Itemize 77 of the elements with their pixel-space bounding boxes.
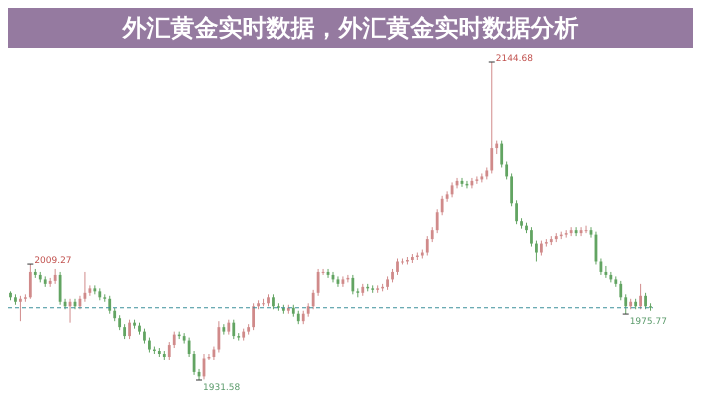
candlestick <box>396 258 399 276</box>
candlestick <box>148 337 151 354</box>
candlestick <box>436 208 439 234</box>
candlestick <box>515 200 518 225</box>
candlestick <box>629 298 632 310</box>
candlestick <box>342 276 344 288</box>
candlestick <box>222 324 226 336</box>
candlestick <box>619 280 622 301</box>
candlestick <box>202 354 206 380</box>
candlestick <box>530 226 533 248</box>
annotation: 2144.68 <box>496 54 534 64</box>
candlestick <box>386 276 389 290</box>
candlestick <box>456 177 458 189</box>
candlestick <box>446 190 449 202</box>
candlestick <box>600 258 602 276</box>
candlestick <box>227 319 230 336</box>
candlestick <box>64 298 66 310</box>
chart-title: 外汇黄金实时数据，外汇黄金实时数据分析 <box>8 8 693 48</box>
candlestick <box>168 342 171 360</box>
candlestick <box>590 226 592 238</box>
candlestick <box>74 298 76 310</box>
candlestick <box>485 166 488 180</box>
candlestick <box>192 350 196 376</box>
candlestick <box>172 331 176 349</box>
candlestick <box>540 240 543 256</box>
annotation: 1975.77 <box>630 317 667 328</box>
candlestick <box>272 294 275 310</box>
candlestick <box>212 346 216 360</box>
candlestick <box>634 298 638 310</box>
candlestick <box>495 140 498 155</box>
candlestick <box>525 222 528 234</box>
candlestick <box>430 226 434 243</box>
candlestick <box>520 218 523 230</box>
candlestick <box>505 161 508 180</box>
candlestick <box>19 295 22 322</box>
candlestick <box>644 292 647 310</box>
candlestick <box>312 289 315 310</box>
candlestick <box>38 271 42 283</box>
candlestick <box>450 182 454 198</box>
candlestick <box>138 322 141 336</box>
candlestick <box>88 284 92 296</box>
candlestick <box>232 319 236 340</box>
candlestick <box>336 276 340 288</box>
candlestick <box>351 274 354 295</box>
candlestick <box>247 324 250 336</box>
candlestick <box>188 337 191 358</box>
candlestick <box>54 268 57 284</box>
candlestick <box>316 268 320 296</box>
candlestick <box>604 265 608 278</box>
candlestick <box>118 314 122 331</box>
candlestick <box>242 328 246 342</box>
candlestick <box>98 288 102 301</box>
candlestick <box>361 283 364 296</box>
candlestick <box>332 271 334 283</box>
candlestick <box>609 271 612 283</box>
candlestick <box>182 332 186 344</box>
candlestick <box>426 236 429 256</box>
candlestick <box>252 302 256 331</box>
candlestick <box>614 276 618 288</box>
candlestick <box>535 240 538 262</box>
candlestick <box>128 319 131 340</box>
text: 1931.58 <box>203 383 241 393</box>
candlestick <box>217 320 220 354</box>
candlestick <box>470 177 474 189</box>
candlestick <box>78 295 82 310</box>
candlestick <box>391 268 394 283</box>
candlestick <box>639 283 642 310</box>
candlestick <box>143 328 146 344</box>
candlestick <box>44 276 47 288</box>
candlestick <box>123 324 126 340</box>
candlestick <box>292 304 295 318</box>
candlestick <box>84 271 86 302</box>
candlestick <box>14 294 17 306</box>
candlestick <box>267 294 270 307</box>
candlestick <box>68 298 72 324</box>
annotation: 2009.27 <box>34 256 72 266</box>
candlestick <box>500 140 504 168</box>
